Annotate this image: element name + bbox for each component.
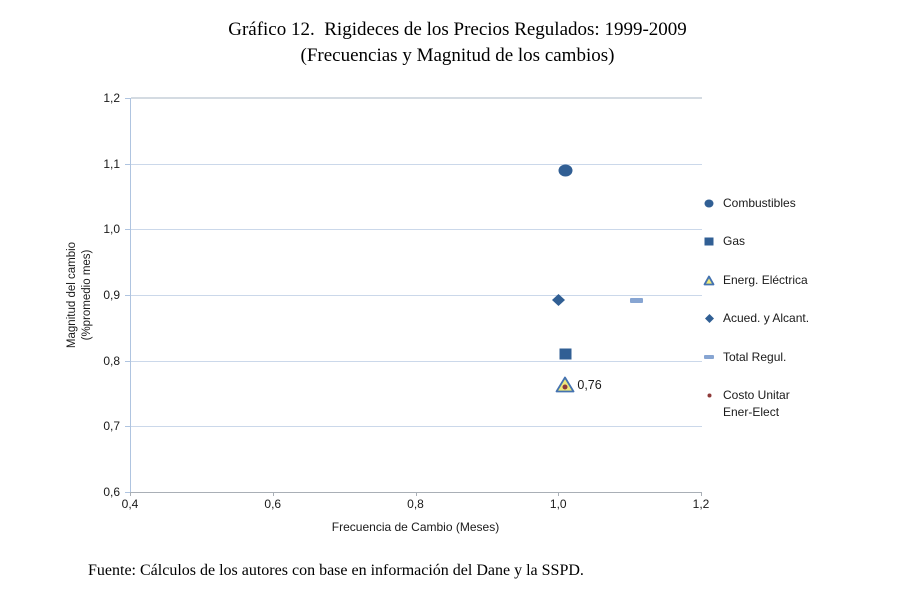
data-point-square (559, 348, 572, 360)
y-tick-mark (125, 492, 130, 493)
x-tick-mark (130, 492, 131, 496)
legend-label: Gas (723, 234, 746, 248)
x-tick-mark (272, 492, 274, 496)
dash-legend-icon (700, 349, 718, 366)
y-tick-mark (125, 229, 130, 231)
dot-legend-icon (700, 387, 718, 404)
legend-label: Costo Unitar Ener-Elect (723, 388, 790, 419)
y-tick-mark (125, 295, 130, 296)
gridline (131, 426, 702, 428)
chart-title-line1: Gráfico 12. Rigideces de los Precios Reg… (228, 19, 687, 40)
diamond-legend-icon (700, 310, 718, 327)
y-tick-mark (125, 426, 130, 428)
y-tick-label: 1,1 (103, 156, 120, 171)
data-point-label: 0,76 (577, 378, 602, 393)
x-tick-label: 0,6 (264, 497, 282, 511)
y-axis-title-line1: Magnitud del cambio (66, 241, 78, 349)
y-tick-label: 0,9 (103, 288, 120, 302)
data-point-circle (558, 164, 573, 177)
legend-label: Acued. y Alcant. (723, 311, 810, 325)
y-tick-label: 0,7 (103, 419, 120, 434)
y-tick-mark (125, 163, 130, 165)
legend-item-2: Gas (700, 233, 819, 250)
legend-item-6: Costo Unitar Ener-Elect (700, 387, 819, 421)
legend-label: Total Regul. (723, 349, 787, 364)
x-tick-label: 1,2 (692, 497, 710, 511)
chart-title-line2: (Frecuencias y Magnitud de los cambios) (300, 45, 615, 66)
gridline (131, 229, 702, 231)
x-tick-mark (701, 492, 702, 496)
data-point-dash (630, 297, 644, 303)
legend-item-3: Energ. Eléctrica (700, 272, 819, 289)
y-tick-label: 1,0 (103, 222, 120, 237)
y-tick-label: 0,6 (103, 485, 120, 499)
data-point-dot (562, 384, 568, 390)
x-tick-label: 0,8 (407, 497, 424, 511)
circle-legend-icon (700, 195, 718, 212)
legend-item-4: Acued. y Alcant. (700, 310, 819, 327)
x-axis-title: Frecuencia de Cambio (Meses) (331, 520, 500, 534)
y-tick-label: 0,8 (103, 353, 120, 368)
y-tick-label: 1,2 (103, 91, 120, 105)
y-tick-mark (125, 98, 130, 99)
source-note: Fuente: Cálculos de los autores con base… (88, 562, 584, 579)
gridline (131, 295, 702, 296)
gridline (131, 163, 702, 165)
y-tick-mark (125, 360, 130, 362)
legend-label: Energ. Eléctrica (723, 272, 808, 287)
x-tick-mark (415, 492, 417, 496)
legend: Combustibles Gas Energ. Eléctrica Acued. y … (700, 190, 912, 440)
legend-item-1: Combustibles (700, 195, 819, 212)
x-tick-label: 1,0 (549, 497, 567, 511)
gridline (131, 97, 702, 99)
plot-area (130, 97, 702, 493)
triangle-legend-icon (700, 272, 718, 289)
legend-label: Combustibles (723, 195, 796, 210)
legend-item-5: Total Regul. (700, 349, 819, 366)
square-legend-icon (700, 233, 718, 250)
data-point-triangle (555, 376, 575, 393)
x-tick-mark (558, 492, 560, 496)
gridline (131, 360, 702, 362)
data-point-diamond (551, 294, 565, 307)
x-tick-label: 0,4 (121, 497, 139, 511)
chart-title: Gráfico 12. Rigideces de los Precios Reg… (0, 17, 915, 69)
